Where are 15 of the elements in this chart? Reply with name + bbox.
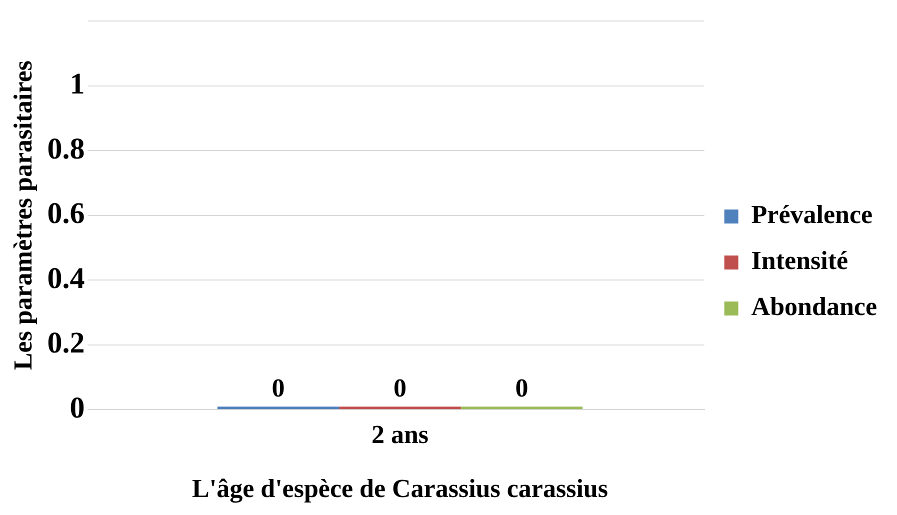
y-tick-label: 0.6 bbox=[47, 197, 85, 230]
y-tick-label: 0 bbox=[70, 391, 85, 424]
x-axis-title: L'âge d'espèce de Carassius carassius bbox=[192, 474, 608, 504]
data-label: 0 bbox=[515, 373, 528, 402]
data-label: 0 bbox=[272, 373, 285, 402]
legend-label: Prévalence bbox=[751, 200, 873, 230]
x-tick-label: 2 ans bbox=[371, 420, 429, 449]
y-axis-title: Les paramètres parasitaires bbox=[8, 60, 38, 370]
y-tick-label: 1 bbox=[70, 68, 85, 101]
y-tick-label: 0.2 bbox=[47, 326, 85, 360]
data-label: 0 bbox=[394, 373, 406, 402]
y-tick-label: 0.4 bbox=[47, 262, 85, 295]
y-tick-label: 0.8 bbox=[47, 132, 85, 166]
legend-label: Intensité bbox=[751, 246, 848, 276]
legend-label: Abondance bbox=[751, 292, 878, 322]
